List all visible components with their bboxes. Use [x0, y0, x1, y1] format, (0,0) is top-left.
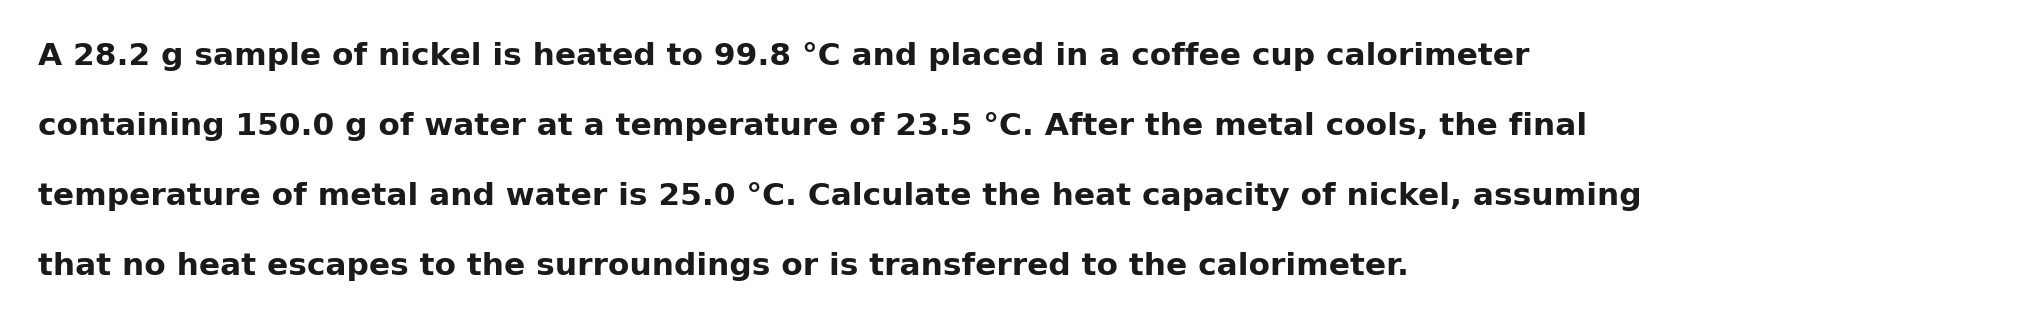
- Text: that no heat escapes to the surroundings or is transferred to the calorimeter.: that no heat escapes to the surroundings…: [38, 252, 1409, 281]
- Text: A 28.2 g sample of nickel is heated to 99.8 °C and placed in a coffee cup calori: A 28.2 g sample of nickel is heated to 9…: [38, 42, 1529, 71]
- Text: containing 150.0 g of water at a temperature of 23.5 °C. After the metal cools, : containing 150.0 g of water at a tempera…: [38, 112, 1587, 141]
- Text: temperature of metal and water is 25.0 °C. Calculate the heat capacity of nickel: temperature of metal and water is 25.0 °…: [38, 182, 1642, 211]
